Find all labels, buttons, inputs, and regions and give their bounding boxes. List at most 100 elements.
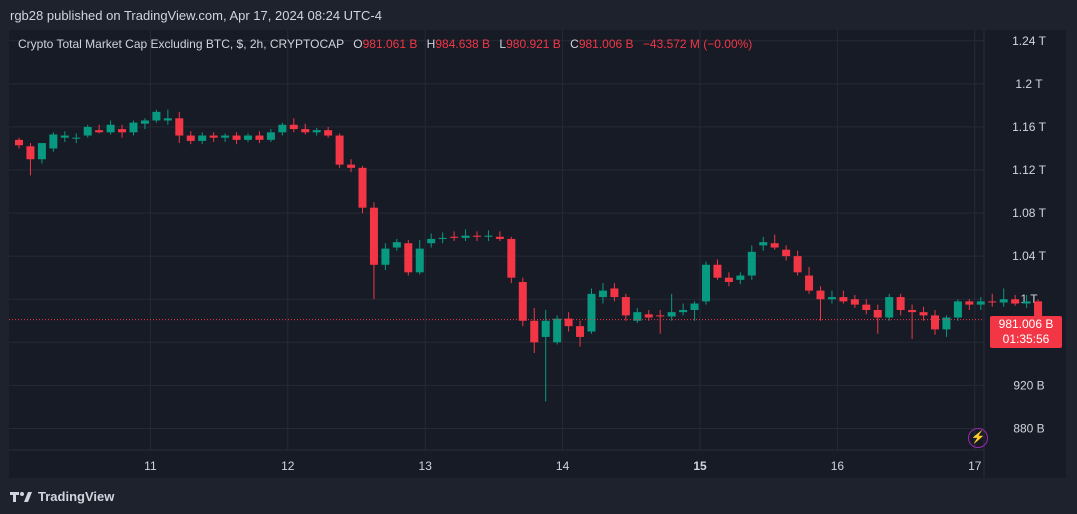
candle-body[interactable] bbox=[999, 299, 1008, 303]
candle-body[interactable] bbox=[427, 238, 436, 244]
candle-body[interactable] bbox=[198, 135, 207, 141]
candle-body[interactable] bbox=[931, 315, 939, 330]
candle-body[interactable] bbox=[461, 235, 470, 238]
candle-body[interactable] bbox=[60, 135, 69, 138]
candle-body[interactable] bbox=[713, 264, 722, 278]
candle-body[interactable] bbox=[1022, 301, 1031, 304]
candle-body[interactable] bbox=[473, 235, 481, 237]
candle-body[interactable] bbox=[163, 118, 172, 121]
low-value: 980.921 B bbox=[506, 37, 561, 51]
candle-body[interactable] bbox=[415, 248, 424, 273]
x-tick-label: 16 bbox=[831, 459, 845, 473]
candle-body[interactable] bbox=[667, 312, 676, 317]
candle-body[interactable] bbox=[885, 297, 894, 318]
candle-body[interactable] bbox=[587, 293, 596, 332]
candle-body[interactable] bbox=[232, 135, 241, 140]
candle-body[interactable] bbox=[759, 242, 768, 246]
candle-body[interactable] bbox=[736, 275, 745, 280]
candle-body[interactable] bbox=[392, 242, 401, 248]
candle-body[interactable] bbox=[850, 299, 859, 305]
candle-body[interactable] bbox=[965, 301, 974, 305]
brand-name: TradingView bbox=[38, 489, 115, 504]
candle-body[interactable] bbox=[15, 139, 23, 146]
candle-body[interactable] bbox=[495, 236, 504, 239]
candle-body[interactable] bbox=[873, 310, 882, 318]
candle-body[interactable] bbox=[404, 243, 413, 273]
candle-body[interactable] bbox=[805, 275, 814, 291]
candle-body[interactable] bbox=[633, 312, 642, 321]
candle-body[interactable] bbox=[289, 124, 298, 130]
candle-body[interactable] bbox=[438, 237, 447, 239]
candle-body[interactable] bbox=[679, 310, 688, 313]
candle-body[interactable] bbox=[942, 317, 951, 330]
candle-body[interactable] bbox=[541, 320, 550, 337]
candle-body[interactable] bbox=[598, 290, 607, 298]
candle-body[interactable] bbox=[152, 111, 161, 121]
candle-body[interactable] bbox=[621, 297, 630, 316]
candle-body[interactable] bbox=[209, 135, 218, 138]
candle-body[interactable] bbox=[140, 120, 149, 124]
candle-body[interactable] bbox=[1011, 299, 1020, 304]
candle-body[interactable] bbox=[369, 207, 378, 265]
candle-body[interactable] bbox=[83, 126, 92, 136]
candle-body[interactable] bbox=[839, 297, 848, 302]
candle-body[interactable] bbox=[301, 129, 310, 133]
candle-body[interactable] bbox=[347, 164, 356, 168]
candle-body[interactable] bbox=[221, 135, 230, 138]
candle-body[interactable] bbox=[518, 282, 527, 321]
candle-body[interactable] bbox=[988, 301, 997, 303]
candle-body[interactable] bbox=[278, 124, 287, 133]
candle-body[interactable] bbox=[175, 118, 184, 136]
candle-body[interactable] bbox=[747, 251, 756, 276]
candle-body[interactable] bbox=[312, 130, 321, 133]
candle-body[interactable] bbox=[72, 137, 81, 139]
y-tick-label: 1.12 T bbox=[1012, 163, 1046, 177]
candle-body[interactable] bbox=[358, 167, 367, 208]
candle-body[interactable] bbox=[793, 256, 802, 273]
candle-body[interactable] bbox=[976, 301, 985, 305]
last-price-tag: 981.006 B 01:35:56 bbox=[990, 316, 1062, 348]
candle-body[interactable] bbox=[255, 135, 264, 140]
candle-body[interactable] bbox=[129, 122, 138, 133]
candle-body[interactable] bbox=[118, 129, 127, 133]
candle-body[interactable] bbox=[816, 290, 825, 300]
y-tick-label: 880 B bbox=[1013, 421, 1044, 435]
candle-body[interactable] bbox=[656, 315, 665, 317]
candle-body[interactable] bbox=[244, 135, 252, 140]
candle-body[interactable] bbox=[827, 297, 836, 300]
candle-body[interactable] bbox=[610, 288, 619, 298]
candle-body[interactable] bbox=[690, 303, 699, 310]
candle-body[interactable] bbox=[770, 243, 779, 248]
candle-body[interactable] bbox=[507, 238, 516, 278]
candle-body[interactable] bbox=[576, 326, 585, 337]
candle-body[interactable] bbox=[324, 130, 333, 136]
candle-body[interactable] bbox=[106, 124, 115, 133]
candle-body[interactable] bbox=[724, 277, 733, 282]
candle-body[interactable] bbox=[484, 235, 493, 237]
candle-body[interactable] bbox=[530, 320, 539, 343]
candle-body[interactable] bbox=[553, 318, 562, 343]
candle-body[interactable] bbox=[953, 301, 962, 318]
candle-body[interactable] bbox=[919, 312, 928, 316]
candle-body[interactable] bbox=[381, 248, 390, 265]
candle-body[interactable] bbox=[37, 143, 46, 160]
candle-body[interactable] bbox=[49, 134, 58, 149]
candle-body[interactable] bbox=[908, 310, 917, 313]
lightning-bolt-icon[interactable]: ⚡ bbox=[968, 428, 988, 448]
candle-body[interactable] bbox=[1034, 301, 1043, 320]
tradingview-footer[interactable]: TradingView bbox=[10, 489, 114, 504]
candle-body[interactable] bbox=[862, 304, 871, 310]
candle-body[interactable] bbox=[782, 249, 791, 257]
candle-body[interactable] bbox=[186, 135, 195, 141]
candle-body[interactable] bbox=[644, 314, 653, 318]
candle-body[interactable] bbox=[26, 146, 35, 160]
candle-body[interactable] bbox=[564, 318, 573, 327]
candle-body[interactable] bbox=[266, 132, 275, 140]
symbol-title[interactable]: Crypto Total Market Cap Excluding BTC, $… bbox=[18, 37, 344, 51]
candle-body[interactable] bbox=[95, 130, 104, 133]
candle-body[interactable] bbox=[896, 297, 905, 310]
candle-body[interactable] bbox=[450, 236, 459, 238]
candle-body[interactable] bbox=[702, 264, 710, 302]
candle-body[interactable] bbox=[335, 135, 344, 165]
